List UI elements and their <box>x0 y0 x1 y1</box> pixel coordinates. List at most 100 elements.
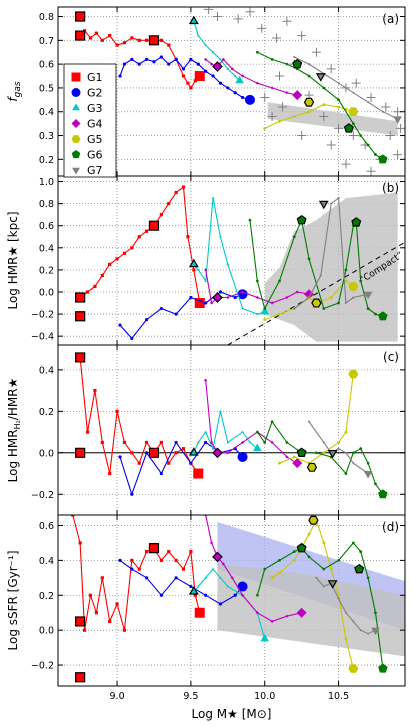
cross-marker <box>257 23 267 33</box>
y-tick-label: 0.4 <box>39 107 54 118</box>
data-point <box>118 323 122 327</box>
data-point <box>181 185 186 189</box>
data-point <box>159 593 163 597</box>
data-point <box>285 91 289 95</box>
data-point <box>174 312 178 316</box>
data-point <box>233 295 237 300</box>
data-point <box>196 62 200 66</box>
data-point <box>204 268 208 272</box>
series-g7-b <box>292 197 373 311</box>
y-tick-label: 0.0 <box>39 626 54 637</box>
data-point <box>285 614 289 618</box>
plot-area-d <box>58 515 405 686</box>
series-line <box>79 357 199 474</box>
data-point <box>240 95 245 100</box>
data-point <box>186 235 190 239</box>
y-tick-label: 0.2 <box>39 407 54 418</box>
data-point <box>241 306 244 310</box>
data-point <box>221 562 225 566</box>
data-point <box>255 50 259 54</box>
y-tick-label: 0.0 <box>39 287 54 298</box>
legend-label-g1: G1 <box>87 71 103 84</box>
data-point <box>189 584 193 589</box>
cross-marker <box>282 16 292 26</box>
series-line <box>257 51 384 160</box>
data-point <box>351 451 355 455</box>
data-point <box>351 91 355 95</box>
data-point <box>144 229 149 233</box>
data-point <box>344 611 348 615</box>
data-point <box>189 550 193 554</box>
data-point <box>108 262 112 266</box>
data-point <box>270 420 274 423</box>
data-point <box>292 115 296 118</box>
data-point <box>277 558 282 562</box>
data-point <box>307 532 311 536</box>
data-point <box>144 451 149 455</box>
snapshot-marker <box>296 447 307 458</box>
series-g6-c <box>255 420 388 499</box>
legend-label-g4: G4 <box>87 118 103 131</box>
data-point <box>211 196 215 199</box>
y-tick-label: 0.3 <box>39 131 54 142</box>
data-point <box>88 593 93 597</box>
data-point <box>319 274 323 278</box>
snapshot-marker <box>188 15 199 25</box>
data-point <box>174 440 178 445</box>
data-point <box>130 558 134 562</box>
data-point <box>240 440 245 445</box>
snapshot-marker <box>75 11 86 22</box>
data-point <box>196 440 200 444</box>
series-line <box>72 515 201 631</box>
data-point <box>218 602 223 606</box>
snapshot-marker <box>75 616 86 627</box>
panel-label: (d) <box>382 520 399 534</box>
end-marker <box>237 451 248 462</box>
data-point <box>322 541 326 545</box>
data-point <box>122 41 127 45</box>
legend-marker-g7 <box>72 167 80 175</box>
y-tick-label: 0.2 <box>39 155 54 166</box>
data-point <box>351 541 355 545</box>
series-g5-d <box>270 515 359 673</box>
data-point <box>285 455 289 459</box>
y-tick-label: 0.2 <box>39 265 54 276</box>
data-point <box>209 62 214 66</box>
data-point <box>122 628 127 632</box>
data-point <box>322 451 326 455</box>
series-g6-d <box>255 541 388 673</box>
data-point <box>344 452 348 455</box>
data-point <box>204 279 208 282</box>
panel-b: “Compact” −0.4 −0.2 0.0 0.2 0.4 0.6 0.8 1.0 (b) Lo… <box>6 175 406 346</box>
data-point <box>137 38 141 42</box>
series-g2-b <box>118 289 248 340</box>
x-tick-label: 9.5 <box>183 691 198 702</box>
data-point <box>292 550 296 553</box>
data-point <box>159 306 163 311</box>
end-marker <box>193 468 204 479</box>
series-g3-c <box>188 409 262 456</box>
end-marker <box>348 369 359 379</box>
compact-threshold-line <box>227 241 405 345</box>
end-marker <box>237 289 248 300</box>
end-marker <box>363 291 373 300</box>
cross-marker <box>341 159 351 169</box>
data-point <box>189 57 193 61</box>
cross-marker <box>267 111 277 121</box>
data-point <box>359 133 363 137</box>
series-line <box>193 21 241 82</box>
series-g3-a <box>188 15 244 84</box>
data-point <box>381 110 385 114</box>
data-point <box>226 584 230 588</box>
data-point <box>322 567 326 571</box>
data-point <box>337 82 340 85</box>
y-tick-label: 0.8 <box>39 199 54 210</box>
data-point <box>174 190 178 195</box>
cross-marker <box>245 7 255 17</box>
data-point <box>307 74 311 78</box>
series-g2-d <box>118 558 248 606</box>
data-point <box>277 279 282 283</box>
data-point <box>204 43 208 46</box>
series-g3-b <box>188 196 270 315</box>
cross-marker <box>393 150 403 160</box>
